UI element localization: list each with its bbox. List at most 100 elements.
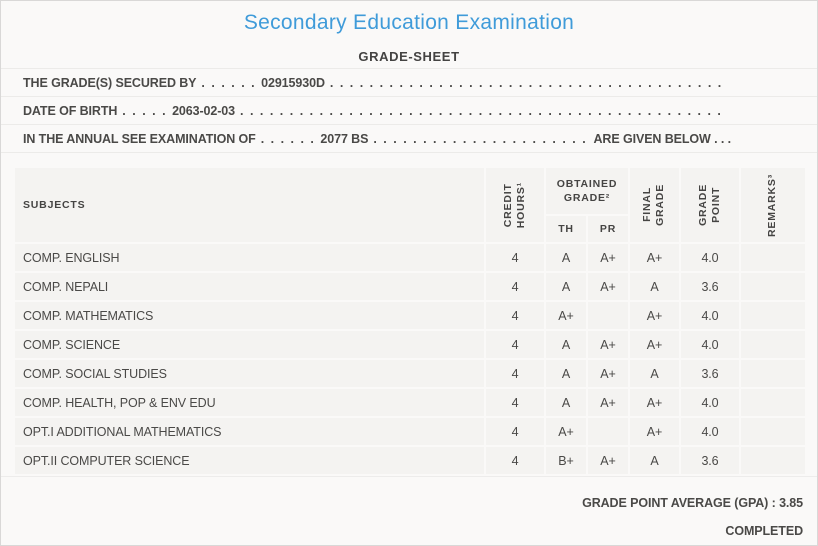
cell-subject: COMP. HEALTH, POP & ENV EDU	[15, 389, 484, 416]
cell-th-grade: A+	[546, 302, 586, 329]
cell-final-grade: A+	[630, 331, 679, 358]
cell-pr-grade: A+	[588, 273, 628, 300]
cell-grade-point: 4.0	[681, 418, 739, 445]
cell-grade-point: 4.0	[681, 244, 739, 271]
cell-final-grade: A	[630, 360, 679, 387]
cell-pr-grade: A+	[588, 360, 628, 387]
cell-grade-point: 3.6	[681, 273, 739, 300]
cell-subject: OPT.II COMPUTER SCIENCE	[15, 447, 484, 474]
cell-credit-hours: 4	[486, 302, 544, 329]
cell-final-grade: A+	[630, 389, 679, 416]
cell-pr-grade	[588, 302, 628, 329]
cell-subject: COMP. SOCIAL STUDIES	[15, 360, 484, 387]
cell-pr-grade: A+	[588, 447, 628, 474]
cell-grade-point: 4.0	[681, 389, 739, 416]
cell-grade-point: 3.6	[681, 360, 739, 387]
gpa-separator: :	[768, 496, 780, 510]
cell-credit-hours: 4	[486, 447, 544, 474]
header-obtained-grade: OBTAINED GRADE²	[546, 168, 628, 214]
final-grade-rotated-label: FINAL GRADE	[641, 184, 667, 226]
cell-subject: COMP. NEPALI	[15, 273, 484, 300]
cell-final-grade: A	[630, 273, 679, 300]
cell-th-grade: A	[546, 360, 586, 387]
cell-pr-grade: A+	[588, 244, 628, 271]
cell-remarks	[741, 302, 805, 329]
grades-table: SUBJECTS CREDIT HOURS¹ OBTAINED GRADE² T…	[15, 168, 805, 474]
cell-credit-hours: 4	[486, 360, 544, 387]
credit-hours-line2: HOURS¹	[515, 181, 527, 229]
final-grade-line2: GRADE	[654, 184, 667, 226]
cell-pr-grade	[588, 418, 628, 445]
info-line-examination-year: IN THE ANNUAL SEE EXAMINATION OF . . . .…	[1, 125, 817, 153]
cell-remarks	[741, 273, 805, 300]
cell-th-grade: A	[546, 331, 586, 358]
summary-section: GRADE POINT AVERAGE (GPA) : 3.85 COMPLET…	[1, 489, 817, 545]
obtained-grade-label: OBTAINED GRADE²	[557, 177, 617, 205]
cell-subject: OPT.I ADDITIONAL MATHEMATICS	[15, 418, 484, 445]
cell-remarks	[741, 360, 805, 387]
cell-pr-grade: A+	[588, 331, 628, 358]
dotted-leader: . . . . . .	[201, 75, 257, 90]
cell-credit-hours: 4	[486, 418, 544, 445]
info-line-date-of-birth: DATE OF BIRTH . . . . . 2063-02-03 . . .…	[1, 97, 817, 125]
table-row: COMP. HEALTH, POP & ENV EDU 4 A A+ A+ 4.…	[15, 389, 805, 416]
cell-credit-hours: 4	[486, 389, 544, 416]
header-pr: PR	[588, 216, 628, 242]
cell-remarks	[741, 418, 805, 445]
cell-grade-point: 4.0	[681, 331, 739, 358]
grade-sheet-heading: GRADE-SHEET	[358, 49, 460, 64]
table-row: COMP. MATHEMATICS 4 A+ A+ 4.0	[15, 302, 805, 329]
table-row: COMP. SOCIAL STUDIES 4 A A+ A 3.6	[15, 360, 805, 387]
header-final-grade: FINAL GRADE	[630, 168, 679, 242]
obtained-grade-line1: OBTAINED	[556, 177, 618, 190]
table-row: OPT.II COMPUTER SCIENCE 4 B+ A+ A 3.6	[15, 447, 805, 474]
grade-point-line1: GRADE	[696, 184, 709, 226]
header-credit-hours: CREDIT HOURS¹	[486, 168, 544, 242]
cell-final-grade: A	[630, 447, 679, 474]
table-row: COMP. ENGLISH 4 A A+ A+ 4.0	[15, 244, 805, 271]
cell-credit-hours: 4	[486, 331, 544, 358]
table-row: OPT.I ADDITIONAL MATHEMATICS 4 A+ A+ 4.0	[15, 418, 805, 445]
symbol-number-value: 02915930D	[261, 75, 325, 90]
cell-th-grade: A	[546, 244, 586, 271]
remarks-rotated-label: REMARKS³	[766, 174, 779, 237]
dotted-filler: . . . . . . . . . . . . . . . . . . . . …	[240, 103, 725, 118]
cell-grade-point: 3.6	[681, 447, 739, 474]
dotted-filler: . . . . . . . . . . . . . . . . . . . . …	[329, 75, 725, 90]
header-grade-point: GRADE POINT	[681, 168, 739, 242]
info-label: IN THE ANNUAL SEE EXAMINATION OF	[23, 131, 256, 146]
obtained-grade-line2: GRADE²	[563, 192, 611, 204]
grade-point-rotated-label: GRADE POINT	[697, 184, 723, 226]
table-header: SUBJECTS CREDIT HOURS¹ OBTAINED GRADE² T…	[15, 168, 805, 242]
final-grade-line1: FINAL	[641, 187, 654, 223]
table-row: COMP. SCIENCE 4 A A+ A+ 4.0	[15, 331, 805, 358]
remarks-line1: REMARKS³	[766, 173, 779, 237]
examination-year-value: 2077 BS	[320, 131, 369, 146]
status-completed: COMPLETED	[725, 524, 803, 538]
cell-remarks	[741, 331, 805, 358]
grade-point-line2: POINT	[710, 186, 722, 224]
candidate-info-section: THE GRADE(S) SECURED BY . . . . . . 0291…	[1, 68, 817, 153]
cell-subject: COMP. SCIENCE	[15, 331, 484, 358]
info-suffix: ARE GIVEN BELOW . . .	[593, 131, 732, 146]
header-subjects: SUBJECTS	[15, 168, 484, 242]
cell-subject: COMP. ENGLISH	[15, 244, 484, 271]
gpa-line: GRADE POINT AVERAGE (GPA) : 3.85	[1, 489, 817, 517]
header-th: TH	[546, 216, 586, 242]
cell-th-grade: A+	[546, 418, 586, 445]
gpa-value: 3.85	[779, 496, 803, 510]
cell-th-grade: A	[546, 389, 586, 416]
cell-subject: COMP. MATHEMATICS	[15, 302, 484, 329]
cell-remarks	[741, 447, 805, 474]
credit-hours-line1: CREDIT	[501, 183, 514, 227]
cell-pr-grade: A+	[588, 389, 628, 416]
info-label: DATE OF BIRTH	[23, 103, 118, 118]
info-line-grades-secured-by: THE GRADE(S) SECURED BY . . . . . . 0291…	[1, 69, 817, 97]
table-bottom-rule	[1, 476, 817, 477]
credit-hours-rotated-label: CREDIT HOURS¹	[502, 182, 528, 228]
dotted-leader: . . . . . .	[260, 131, 316, 146]
header-remarks: REMARKS³	[741, 168, 805, 242]
table-row: COMP. NEPALI 4 A A+ A 3.6	[15, 273, 805, 300]
cell-credit-hours: 4	[486, 244, 544, 271]
